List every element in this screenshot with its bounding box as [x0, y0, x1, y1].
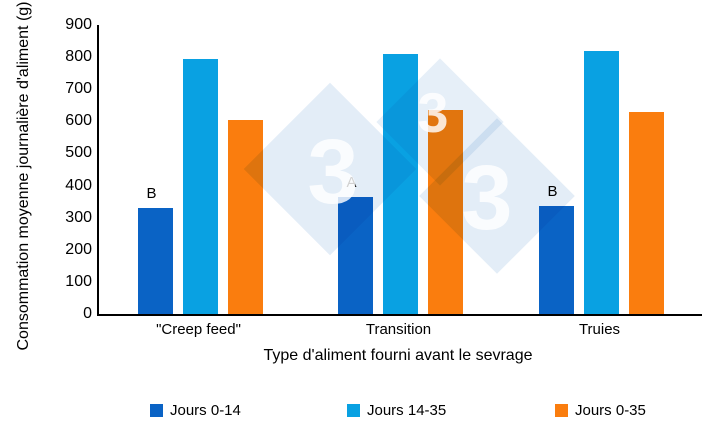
legend-item: Jours 14-35 [347, 402, 446, 420]
bar-jours-14-35-1 [383, 54, 418, 314]
y-tick-label: 300 [65, 208, 92, 226]
bar-jours-0-14-1 [338, 197, 373, 314]
legend-swatch-icon [555, 404, 568, 417]
bar-jours-0-35-0 [228, 120, 263, 314]
legend-swatch-icon [347, 404, 360, 417]
bar-jours-14-35-0 [183, 59, 218, 314]
significance-letter: B [146, 185, 157, 202]
x-category-label: "Creep feed" [156, 321, 241, 338]
legend-label: Jours 0-35 [575, 402, 646, 419]
y-tick-label: 200 [65, 240, 92, 258]
x-axis-title: Type d'aliment fourni avant le sevrage [263, 347, 533, 364]
x-category-label: Truies [578, 321, 621, 338]
y-tick-label: 600 [65, 112, 92, 130]
legend-item: Jours 0-14 [150, 402, 241, 420]
bar-jours-0-14-0 [138, 208, 173, 314]
y-tick-label: 400 [65, 176, 92, 194]
legend-item: Jours 0-35 [555, 402, 646, 420]
significance-letter: B [547, 183, 558, 200]
bar-jours-0-35-2 [629, 112, 664, 314]
legend-label: Jours 14-35 [367, 402, 447, 419]
y-tick-label: 500 [65, 144, 92, 162]
y-tick-label: 800 [65, 48, 92, 66]
bar-jours-0-14-2 [539, 206, 574, 314]
bar-jours-14-35-2 [584, 51, 619, 314]
y-tick-label: 700 [65, 80, 92, 98]
x-category-label: Transition [365, 321, 432, 338]
y-tick-label: 100 [65, 272, 92, 290]
y-axis-title: Consommation moyenne journalière d'alime… [15, 1, 32, 351]
significance-letter: A [346, 174, 357, 191]
legend-label: Jours 0-14 [170, 402, 241, 419]
legend-swatch-icon [150, 404, 163, 417]
bar-jours-0-35-1 [428, 110, 463, 314]
y-tick-label: 0 [83, 305, 92, 322]
y-tick-label: 900 [65, 16, 92, 33]
